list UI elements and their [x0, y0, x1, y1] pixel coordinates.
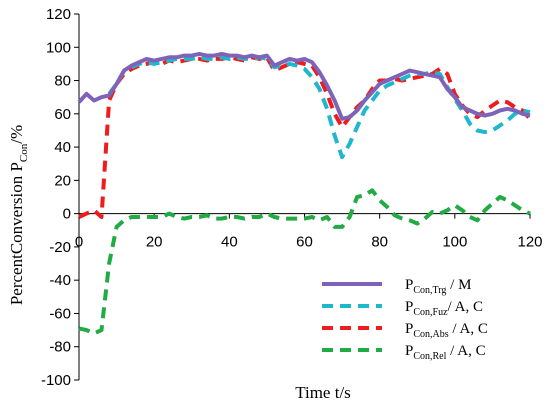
y-tick-label: 80 [54, 73, 71, 90]
legend-entry-sub: Con,Fuz [413, 307, 448, 318]
y-tick-label: 0 [63, 206, 71, 223]
y-axis-title-subscript: Con [18, 143, 30, 162]
x-tick-label: 60 [296, 234, 313, 251]
legend-entry-2: PCon,Abs / A, C [405, 321, 488, 340]
legend-entry-sub: Con,Trg [413, 285, 446, 296]
legend-entry-main: P [405, 299, 413, 315]
y-tick-label: 120 [46, 6, 71, 23]
legend-entry-0: PCon,Trg / M [405, 277, 471, 296]
y-axis-title: PercentConversion PCon/% [7, 125, 30, 305]
y-tick-label: 40 [54, 139, 71, 156]
y-axis-title-main: PercentConversion P [7, 162, 26, 305]
y-tick-label: -100 [41, 372, 71, 389]
x-axis-title: Time t/s [295, 383, 351, 402]
legend-entry-main: P [405, 343, 413, 359]
y-tick-label: 100 [46, 39, 71, 56]
y-ticks: 120 100 80 60 40 20 0 -20 -40 -60 -80 -100 [41, 6, 79, 389]
legend-entry-3: PCon,Rel / A, C [405, 343, 486, 362]
series-layer [77, 51, 532, 336]
x-tick-label: 20 [146, 234, 163, 251]
series-line-3 [78, 188, 531, 336]
series-line-0 [77, 51, 531, 121]
legend-entry-main: P [405, 277, 413, 293]
legend-entry-rest: / M [446, 277, 471, 293]
series-line-2 [78, 55, 532, 219]
y-tick-label: -40 [49, 272, 71, 289]
legend-entry-sub: Con,Abs [413, 329, 448, 340]
x-tick-label: 0 [75, 234, 83, 251]
legend-entry-1: PCon,Fuz/ A, C [405, 299, 483, 318]
y-tick-label: -80 [49, 339, 71, 356]
x-tick-label: 80 [371, 234, 388, 251]
legend-entry-rest: / A, C [446, 343, 485, 359]
x-tick-label: 120 [517, 234, 542, 251]
y-axis-title-suffix: /% [7, 125, 26, 144]
legend-entry-rest: / A, C [449, 321, 488, 337]
x-ticks: 0 20 40 60 80 100 120 [75, 213, 543, 251]
y-tick-label: -60 [49, 305, 71, 322]
y-tick-label: -20 [49, 239, 71, 256]
legend-entry-sub: Con,Rel [413, 351, 446, 362]
y-tick-label: 60 [54, 106, 71, 123]
x-tick-label: 100 [442, 234, 467, 251]
x-tick-label: 40 [221, 234, 238, 251]
legend-entry-rest: / A, C [448, 299, 483, 315]
legend-entry-main: P [405, 321, 413, 337]
y-tick-label: 20 [54, 172, 71, 189]
